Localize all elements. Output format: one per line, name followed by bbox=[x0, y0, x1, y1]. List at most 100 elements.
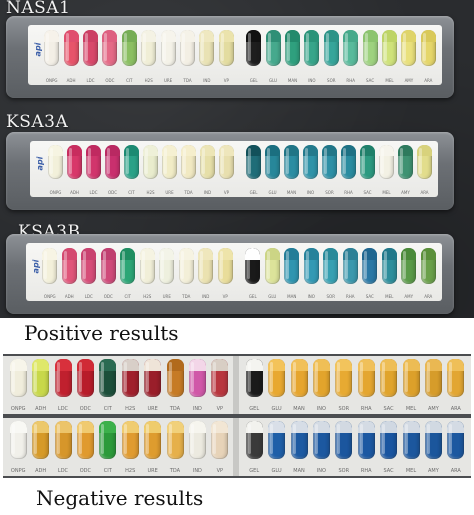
well-highlight bbox=[122, 251, 126, 279]
test-well bbox=[245, 248, 261, 284]
reference-row-negative: ONPG ADH LDC ODC CIT H2S URE TDA IND VP GEL GLU MAN I… bbox=[3, 418, 471, 476]
well-highlight bbox=[364, 251, 368, 279]
test-well bbox=[402, 359, 420, 397]
well-highlight bbox=[449, 424, 453, 454]
test-code-label: AMY bbox=[427, 468, 439, 474]
well-cupule bbox=[398, 145, 413, 156]
test-code-label: IND bbox=[203, 190, 212, 195]
positive-results-caption: Positive results bbox=[24, 321, 179, 345]
well-cupule bbox=[290, 359, 308, 371]
test-well bbox=[290, 359, 308, 397]
well-cupule bbox=[178, 248, 194, 260]
well-highlight bbox=[190, 424, 194, 454]
well-highlight bbox=[404, 362, 408, 392]
well-highlight bbox=[220, 33, 224, 61]
well-cupule bbox=[362, 30, 378, 42]
well-highlight bbox=[314, 424, 318, 454]
test-well bbox=[188, 421, 206, 459]
well-highlight bbox=[422, 33, 426, 61]
well-highlight bbox=[213, 424, 217, 454]
well-cupule bbox=[335, 359, 353, 371]
well-highlight bbox=[419, 148, 422, 174]
well-highlight bbox=[63, 251, 67, 279]
test-well bbox=[105, 145, 120, 179]
well-highlight bbox=[292, 362, 296, 392]
well-highlight bbox=[123, 33, 127, 61]
well-cupule bbox=[144, 421, 162, 433]
test-code-label: GLU bbox=[271, 406, 282, 412]
test-code-label: GLU bbox=[269, 78, 278, 83]
well-cupule bbox=[357, 421, 375, 433]
test-strip-ksa3a: api ONPG ADH LDC ODC CIT H2S URE TDA IND VP GEL GLU… bbox=[30, 141, 438, 197]
well-cupule bbox=[379, 145, 394, 156]
well-highlight bbox=[78, 424, 82, 454]
well-cupule bbox=[9, 421, 27, 433]
well-cupule bbox=[81, 248, 97, 260]
well-cupule bbox=[102, 30, 118, 42]
well-highlight bbox=[325, 251, 329, 279]
test-well bbox=[380, 359, 398, 397]
test-code-label: LDC bbox=[89, 190, 98, 195]
well-highlight bbox=[270, 362, 274, 392]
well-highlight bbox=[404, 424, 408, 454]
well-highlight bbox=[400, 148, 403, 174]
test-well bbox=[335, 359, 353, 397]
test-well bbox=[304, 30, 320, 66]
test-well bbox=[121, 421, 139, 459]
well-cupule bbox=[381, 248, 397, 260]
well-cupule bbox=[304, 30, 320, 42]
test-code-label: MEL bbox=[382, 190, 391, 195]
well-cupule bbox=[44, 30, 60, 42]
test-well bbox=[447, 421, 465, 459]
test-well bbox=[180, 30, 195, 66]
well-cupule bbox=[219, 145, 234, 156]
test-well bbox=[285, 30, 300, 66]
test-code-label: URE bbox=[147, 468, 158, 474]
well-highlight bbox=[200, 251, 204, 279]
test-code-label: INO bbox=[308, 78, 316, 83]
test-well bbox=[61, 248, 77, 284]
test-code-label: CIT bbox=[126, 78, 133, 83]
test-well bbox=[181, 145, 196, 179]
well-highlight bbox=[46, 33, 50, 61]
well-cupule bbox=[382, 30, 397, 42]
well-cupule bbox=[181, 145, 196, 156]
well-highlight bbox=[247, 251, 251, 279]
test-well bbox=[246, 30, 262, 66]
test-well bbox=[9, 359, 27, 397]
test-code-label: ADH bbox=[64, 294, 74, 299]
strip-tray-ksa3a: api ONPG ADH LDC ODC CIT H2S URE TDA IND VP GEL GLU… bbox=[6, 132, 454, 210]
well-highlight bbox=[11, 362, 15, 392]
well-cupule bbox=[100, 248, 116, 260]
well-cupule bbox=[61, 248, 77, 260]
test-code-label: GLU bbox=[271, 468, 282, 474]
test-code-label: MAN bbox=[286, 190, 297, 195]
test-well bbox=[380, 421, 398, 459]
well-cupule bbox=[86, 145, 101, 156]
test-well bbox=[362, 30, 378, 66]
test-code-label: ODC bbox=[103, 294, 113, 299]
well-cupule bbox=[159, 248, 175, 260]
test-code-label: H2S bbox=[146, 190, 155, 195]
reference-photo-panel: ONPG ADH LDC ODC CIT H2S URE TDA IND VP GEL GLU MAN I… bbox=[3, 354, 471, 478]
test-well bbox=[199, 30, 215, 66]
well-cupule bbox=[268, 359, 286, 371]
well-highlight bbox=[364, 33, 368, 61]
test-code-label: IND bbox=[202, 294, 210, 299]
test-code-label: SOR bbox=[326, 294, 335, 299]
test-well bbox=[159, 248, 175, 284]
well-cupule bbox=[160, 30, 176, 42]
test-well bbox=[44, 30, 60, 66]
well-cupule bbox=[401, 248, 417, 260]
code-row: ONPG ADH LDC ODC CIT H2S URE TDA IND VP GEL GLU MAN I… bbox=[28, 73, 442, 85]
well-cupule bbox=[200, 145, 215, 156]
well-cupule bbox=[76, 421, 94, 433]
strip-tray-nasa1: api ONPG ADH LDC ODC CIT H2S URE TDA IND VP GEL GLU… bbox=[6, 16, 454, 98]
tablet-divider bbox=[233, 356, 239, 414]
well-cupule bbox=[144, 359, 162, 371]
test-well bbox=[379, 145, 394, 179]
test-code-label: VP bbox=[216, 406, 223, 412]
test-well bbox=[121, 30, 137, 66]
well-highlight bbox=[161, 251, 165, 279]
test-code-label: AMY bbox=[401, 190, 410, 195]
